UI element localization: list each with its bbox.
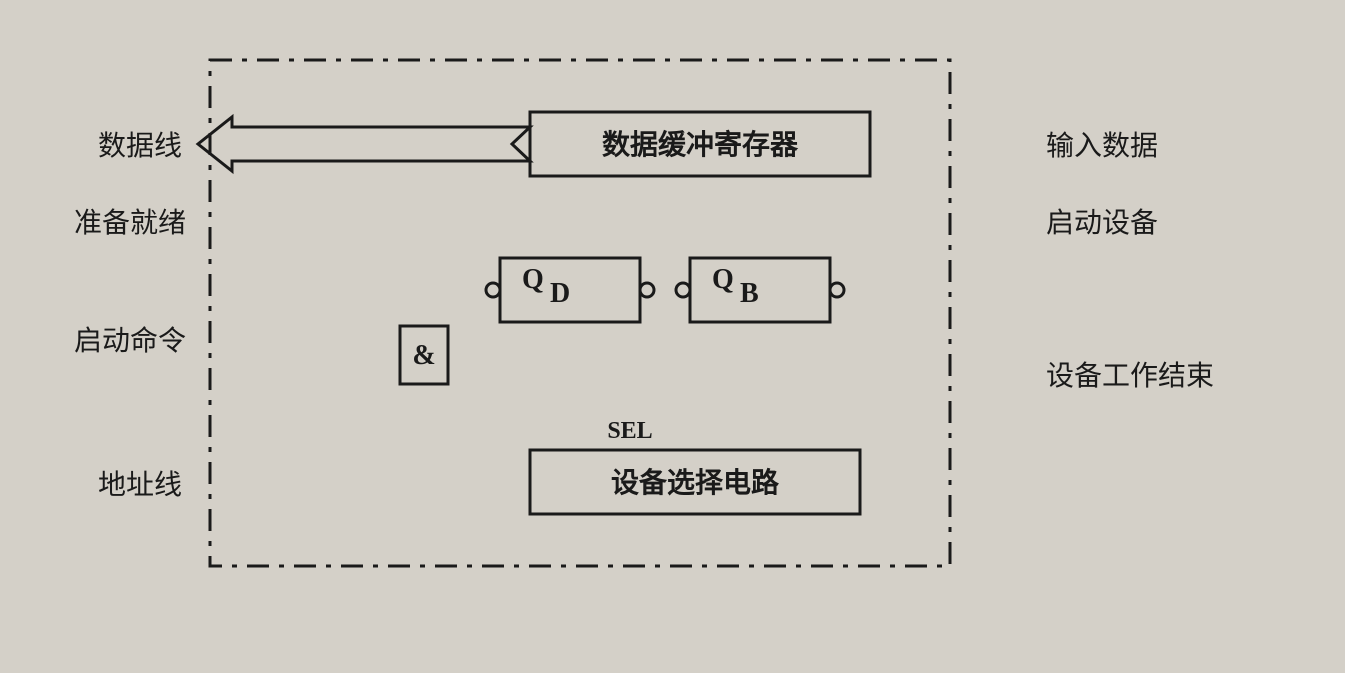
diagram-canvas: 数据缓冲寄存器QDQB&设备选择电路SEL数据线准备就绪启动命令地址线输入数据启… bbox=[0, 0, 1345, 673]
sel-label: SEL bbox=[607, 418, 652, 444]
buffer-register-label: 数据缓冲寄存器 bbox=[602, 128, 799, 161]
and-gate-label: & bbox=[412, 340, 435, 371]
ext-label-start_cmd: 启动命令 bbox=[74, 325, 186, 357]
ext-label-addr_line: 地址线 bbox=[98, 469, 182, 501]
qd-label: Q bbox=[522, 264, 544, 295]
interface-boundary bbox=[210, 60, 950, 566]
ext-label-ready: 准备就绪 bbox=[74, 207, 186, 239]
selector-label: 设备选择电路 bbox=[611, 467, 780, 499]
ext-label-input_data: 输入数据 bbox=[1046, 130, 1158, 162]
qb-sub: B bbox=[740, 278, 759, 309]
qd-sub: D bbox=[550, 278, 570, 309]
ext-label-data_line: 数据线 bbox=[98, 130, 182, 162]
ext-label-start_dev: 启动设备 bbox=[1046, 207, 1158, 239]
qb-label: Q bbox=[712, 264, 734, 295]
ext-label-dev_done: 设备工作结束 bbox=[1046, 360, 1214, 392]
